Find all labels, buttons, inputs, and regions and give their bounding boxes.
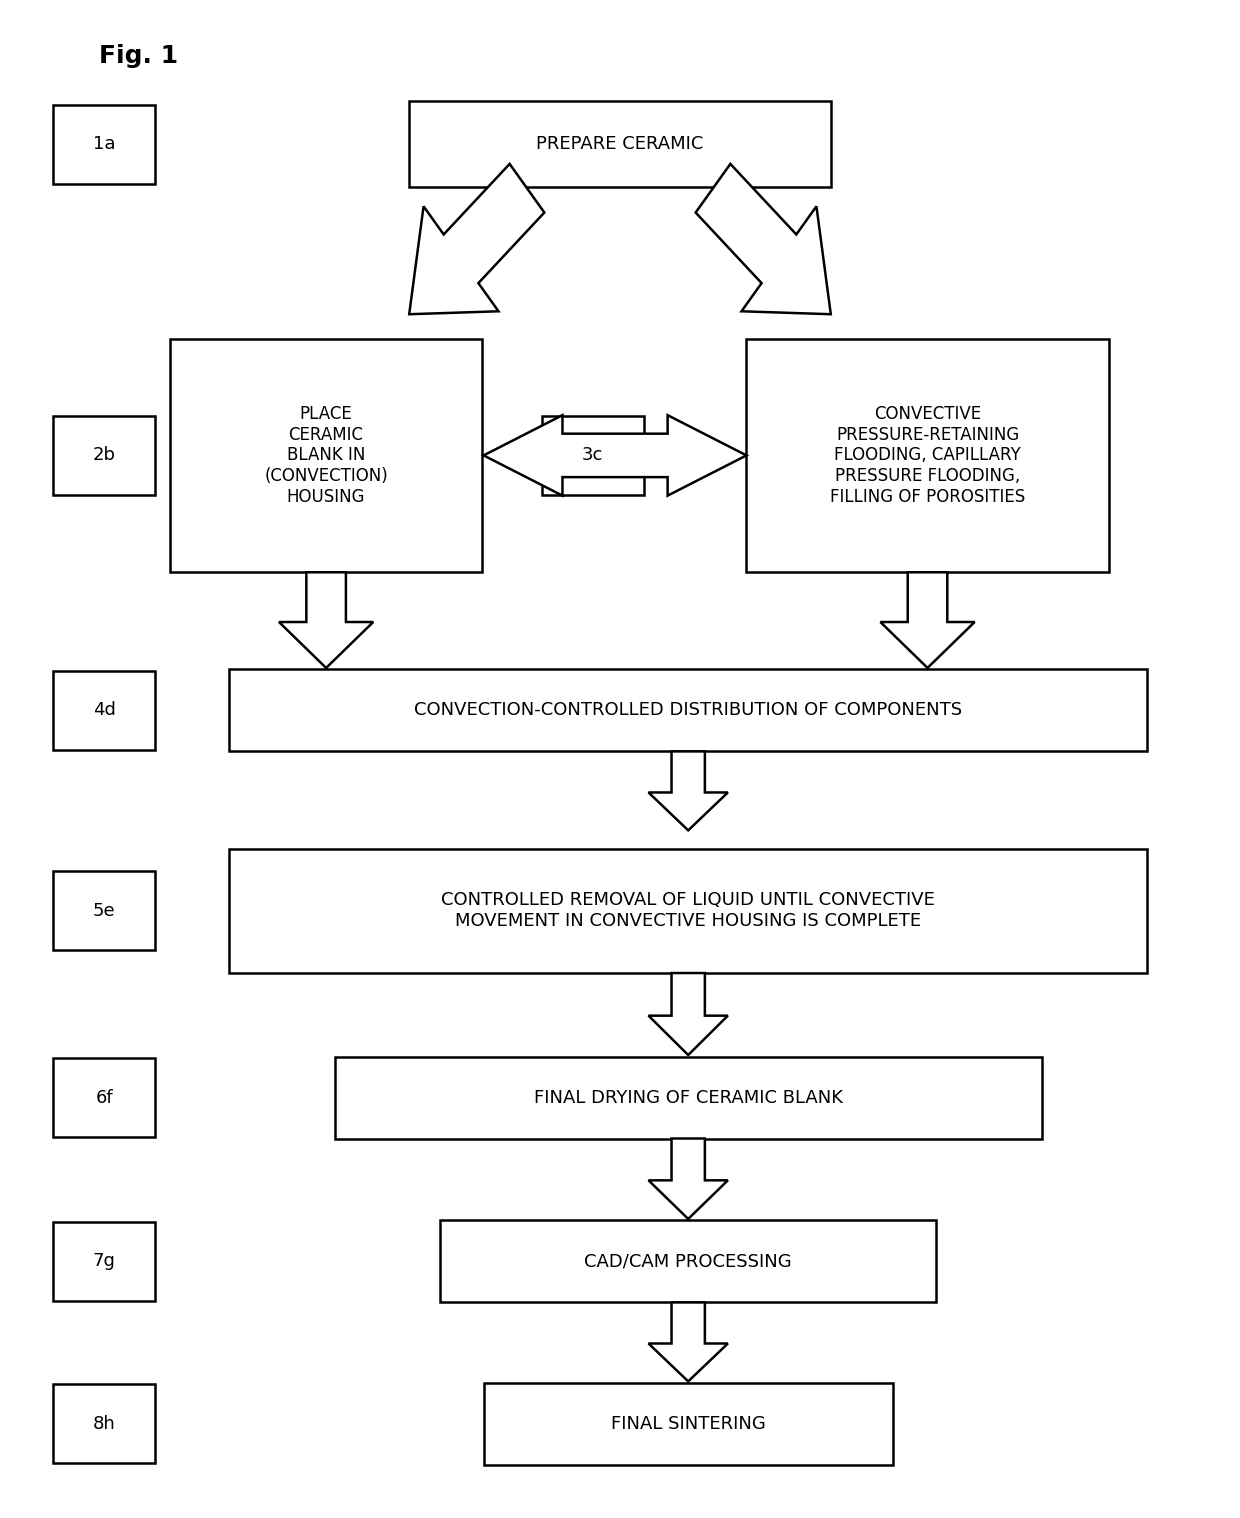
Text: CONVECTIVE
PRESSURE-RETAINING
FLOODING, CAPILLARY
PRESSURE FLOODING,
FILLING OF : CONVECTIVE PRESSURE-RETAINING FLOODING, … bbox=[830, 405, 1025, 505]
Text: CONTROLLED REMOVAL OF LIQUID UNTIL CONVECTIVE
MOVEMENT IN CONVECTIVE HOUSING IS : CONTROLLED REMOVAL OF LIQUID UNTIL CONVE… bbox=[441, 891, 935, 931]
Text: 3c: 3c bbox=[582, 446, 604, 465]
Text: 7g: 7g bbox=[93, 1252, 115, 1271]
Bar bbox=[53, 416, 155, 495]
Polygon shape bbox=[649, 751, 728, 830]
Bar bbox=[409, 100, 831, 187]
Bar bbox=[440, 1220, 936, 1302]
Polygon shape bbox=[409, 164, 544, 314]
Polygon shape bbox=[696, 164, 831, 314]
Polygon shape bbox=[649, 973, 728, 1055]
Text: Fig. 1: Fig. 1 bbox=[99, 44, 179, 68]
Bar bbox=[53, 671, 155, 750]
Text: FINAL DRYING OF CERAMIC BLANK: FINAL DRYING OF CERAMIC BLANK bbox=[533, 1088, 843, 1107]
Bar bbox=[229, 669, 1147, 751]
Bar bbox=[542, 416, 644, 495]
Polygon shape bbox=[279, 572, 373, 668]
Text: PLACE
CERAMIC
BLANK IN
(CONVECTION)
HOUSING: PLACE CERAMIC BLANK IN (CONVECTION) HOUS… bbox=[264, 405, 388, 505]
Text: CONVECTION-CONTROLLED DISTRIBUTION OF COMPONENTS: CONVECTION-CONTROLLED DISTRIBUTION OF CO… bbox=[414, 701, 962, 720]
Polygon shape bbox=[649, 1302, 728, 1381]
Bar bbox=[53, 1384, 155, 1463]
Bar bbox=[229, 849, 1147, 973]
Polygon shape bbox=[484, 416, 746, 495]
Bar bbox=[170, 339, 482, 572]
Bar bbox=[335, 1057, 1042, 1138]
Text: 2b: 2b bbox=[93, 446, 115, 465]
Bar bbox=[53, 1058, 155, 1137]
Text: 5e: 5e bbox=[93, 902, 115, 920]
Text: 8h: 8h bbox=[93, 1415, 115, 1433]
Text: CAD/CAM PROCESSING: CAD/CAM PROCESSING bbox=[584, 1252, 792, 1271]
Text: 6f: 6f bbox=[95, 1088, 113, 1107]
Polygon shape bbox=[649, 1138, 728, 1219]
Text: PREPARE CERAMIC: PREPARE CERAMIC bbox=[537, 135, 703, 153]
Bar bbox=[53, 871, 155, 950]
Text: 4d: 4d bbox=[93, 701, 115, 720]
Bar bbox=[53, 1222, 155, 1301]
Polygon shape bbox=[880, 572, 975, 668]
Bar bbox=[484, 1383, 893, 1465]
Text: 1a: 1a bbox=[93, 135, 115, 153]
Bar bbox=[53, 105, 155, 184]
Text: FINAL SINTERING: FINAL SINTERING bbox=[611, 1415, 765, 1433]
Bar bbox=[746, 339, 1109, 572]
